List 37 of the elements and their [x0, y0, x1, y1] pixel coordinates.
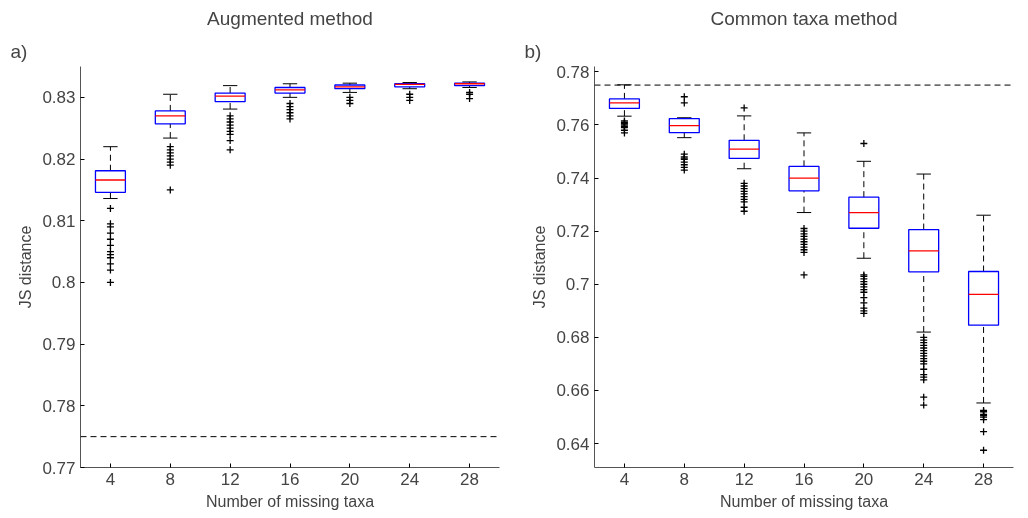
y-tick-label: 0.78: [42, 396, 76, 416]
y-tick-label: 0.68: [556, 328, 590, 348]
y-axis-title: JS distance: [531, 225, 549, 309]
y-tick-label: 0.66: [556, 381, 590, 401]
x-tick-label: 28: [974, 469, 994, 489]
text: b): [524, 40, 542, 62]
x-tick-label: 12: [734, 469, 754, 489]
text: a): [10, 40, 28, 62]
x-tick-label: 24: [914, 469, 934, 489]
y-tick-label: 0.74: [556, 169, 590, 189]
y-tick-label: 0.78: [556, 62, 590, 82]
chart-title: Common taxa method: [710, 7, 898, 29]
x-tick-label: 12: [220, 469, 240, 489]
x-tick-label: 16: [794, 469, 814, 489]
x-tick-label: 20: [340, 469, 360, 489]
x-tick-label: 20: [854, 469, 874, 489]
y-axis-title: JS distance: [17, 225, 35, 309]
y-tick-label: 0.83: [42, 88, 76, 108]
x-tick-label: 4: [105, 469, 116, 489]
x-tick-label: 24: [400, 469, 420, 489]
x-tick-label: 4: [619, 469, 630, 489]
x-axis-title: Number of missing taxa: [205, 492, 375, 510]
x-axis-title: Number of missing taxa: [719, 492, 889, 510]
x-tick-label: 16: [280, 469, 300, 489]
x-tick-label: 28: [460, 469, 480, 489]
y-tick-label: 0.76: [556, 115, 590, 135]
y-tick-label: 0.79: [42, 335, 76, 355]
x-tick-label: 8: [679, 469, 690, 489]
y-tick-label: 0.72: [556, 222, 590, 242]
y-tick-label: 0.81: [42, 211, 76, 231]
chart-title: Augmented method: [207, 7, 373, 29]
y-tick-label: 0.8: [51, 273, 76, 293]
y-tick-label: 0.77: [42, 458, 76, 478]
y-tick-label: 0.64: [556, 434, 590, 454]
x-tick-label: 8: [165, 469, 176, 489]
y-tick-label: 0.7: [565, 275, 590, 295]
y-tick-label: 0.82: [42, 150, 76, 170]
